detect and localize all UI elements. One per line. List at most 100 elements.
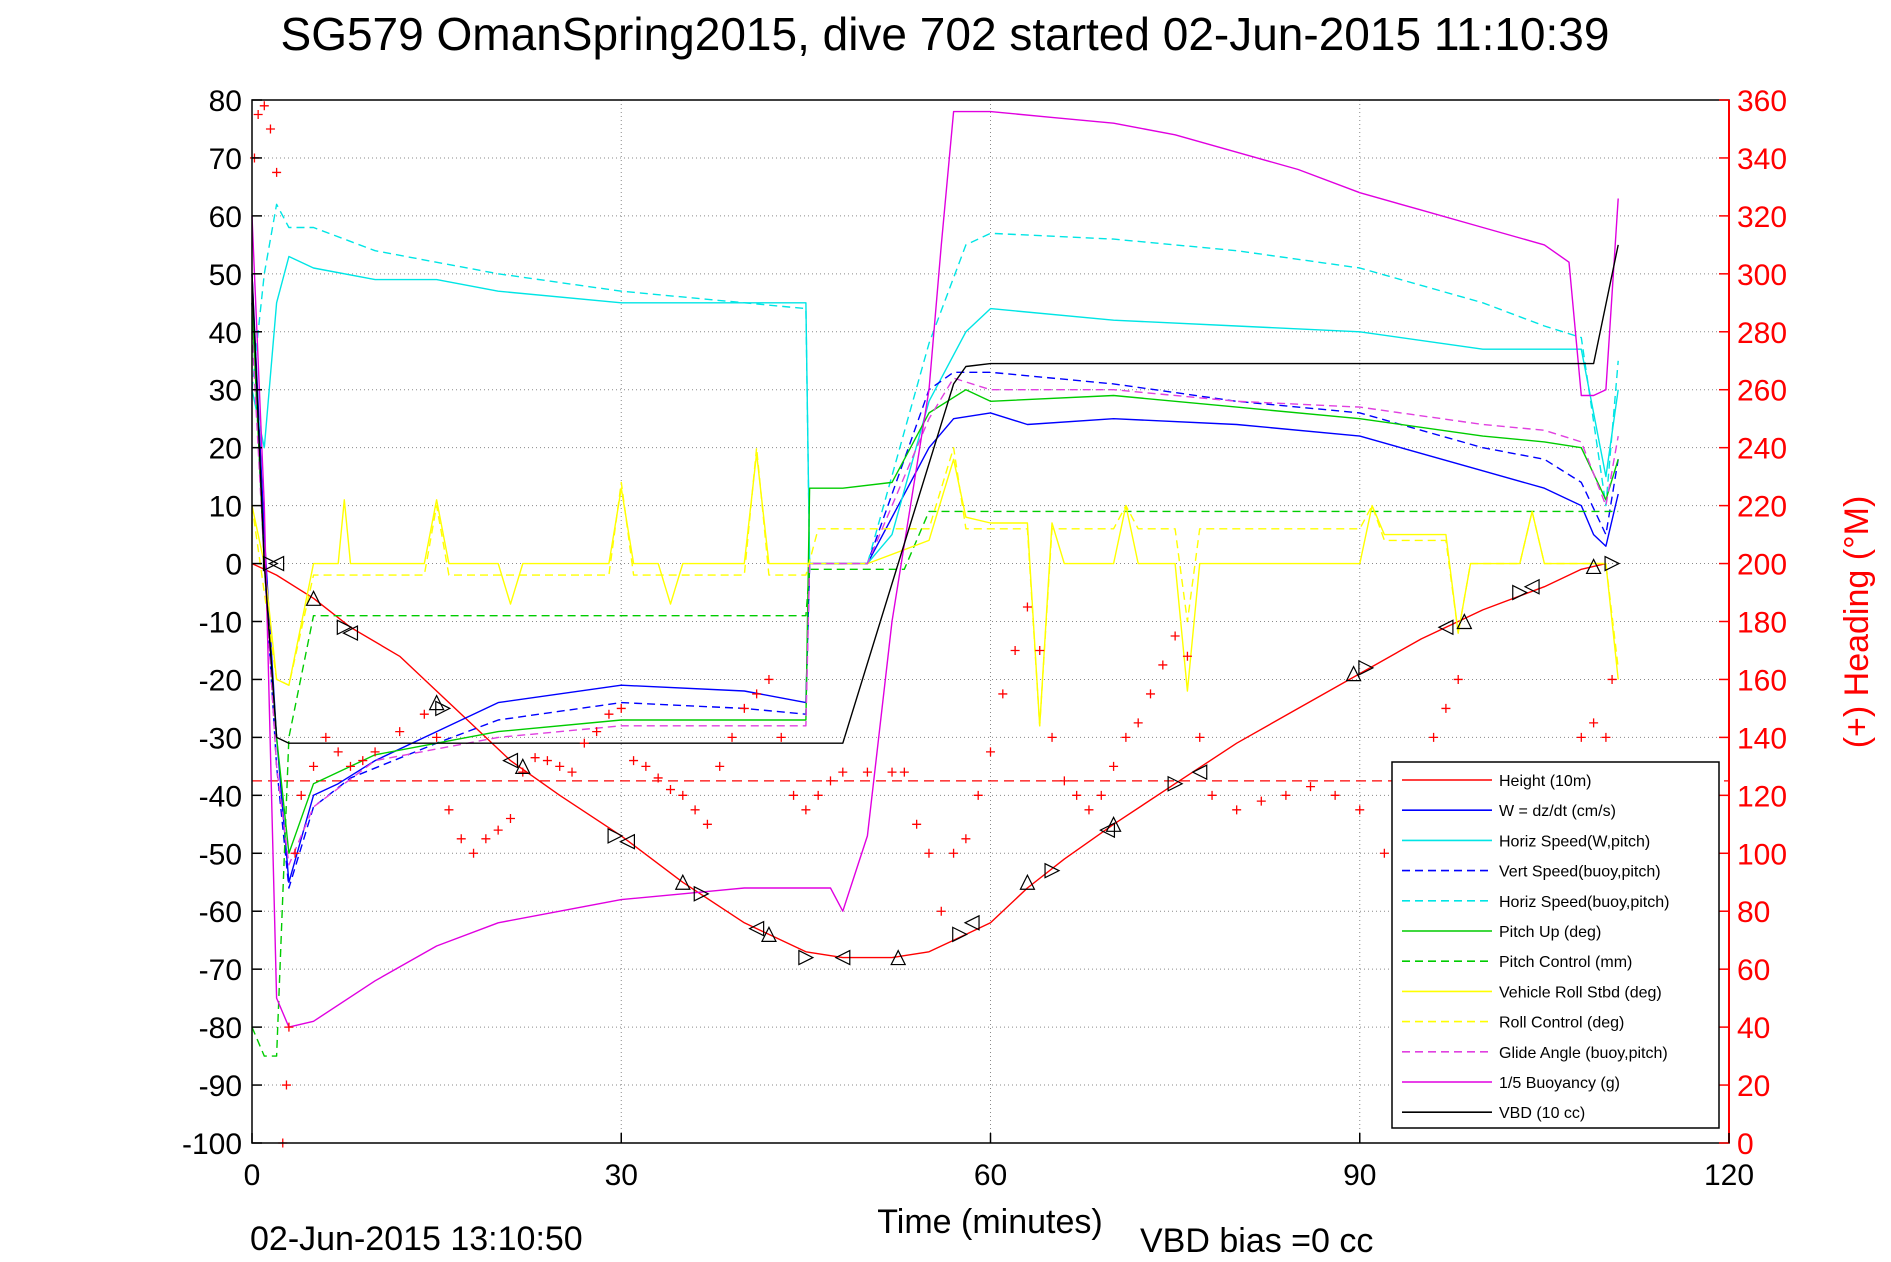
heading-point [1121,732,1131,742]
height-marker [1437,619,1454,636]
y-right-tick-label: 80 [1737,896,1770,929]
height-marker [342,625,359,642]
heading-point [1232,805,1242,815]
heading-point [444,805,454,815]
y-tick-label: -60 [199,896,242,929]
heading-point [265,124,275,134]
y-right-tick-label: 100 [1737,838,1787,871]
heading-point [862,767,872,777]
y-right-tick-label: 320 [1737,201,1787,234]
y-tick-label: 20 [209,433,242,466]
height-marker [674,873,691,890]
legend-label: Vert Speed(buoy,pitch) [1499,864,1661,881]
heading-point [579,738,589,748]
heading-point [469,848,479,858]
heading-point [678,790,688,800]
footer-timestamp: 02-Jun-2015 13:10:50 [250,1220,583,1258]
series-line-5 [251,302,1619,854]
heading-point [961,834,971,844]
heading-point [281,1080,291,1090]
heading-point [887,767,897,777]
height-marker [693,885,710,902]
height-marker [336,619,353,636]
height-marker [1512,584,1529,601]
y-right-tick-label: 140 [1737,722,1787,755]
height-marker [1585,558,1602,575]
heading-point [776,732,786,742]
height-marker [834,949,851,966]
y-right-tick-label: 280 [1737,317,1787,350]
heading-point [1182,651,1192,661]
heading-point [395,727,405,737]
height-marker [963,914,980,931]
heading-point [1207,790,1217,800]
series-line-9 [251,331,1619,866]
y-tick-label: -20 [199,664,242,697]
heading-point [924,848,934,858]
heading-point [456,834,466,844]
heading-point [1084,805,1094,815]
y-tick-label: -70 [199,954,242,987]
heading-point [1601,732,1611,742]
height-marker [952,926,969,943]
y-tick-label: -80 [199,1012,242,1045]
y-right-tick-label: 160 [1737,664,1787,697]
heading-point [653,773,663,783]
heading-point [1195,732,1205,742]
heading-point [1589,718,1599,728]
height-marker [760,926,777,942]
heading-point [813,790,823,800]
y-right-tick-label: 180 [1737,607,1787,640]
series-line-6 [251,510,1619,1057]
height-marker [1523,578,1540,595]
y-right-tick-label: 60 [1737,954,1770,987]
heading-point [1059,776,1069,786]
heading-point [1355,805,1365,815]
height-marker [268,555,285,572]
heading-point [825,776,835,786]
y-right-tick-label: 300 [1737,259,1787,292]
heading-point [1576,732,1586,742]
y-tick-label: 60 [209,201,242,234]
heading-point [899,767,909,777]
heading-point [358,756,368,766]
y-tick-label: -90 [199,1070,242,1103]
heading-point [321,732,331,742]
heading-point [1306,782,1316,792]
heading-point [665,785,675,795]
y-tick-label: 30 [209,375,242,408]
heading-point [1441,703,1451,713]
heading-point [1379,848,1389,858]
heading-point [272,167,282,177]
y-right-tick-label: 220 [1737,491,1787,524]
heading-point [481,834,491,844]
heading-point [1170,631,1180,641]
height-marker [428,694,445,711]
heading-point [1010,645,1020,655]
heading-point [973,790,983,800]
heading-point [739,703,749,713]
height-marker [1456,613,1473,630]
height-marker [1345,665,1362,682]
legend-label: Pitch Control (mm) [1499,954,1632,971]
heading-point [345,761,355,771]
height-marker [890,949,907,966]
height-marker [262,555,279,572]
series-line-11 [251,244,1619,744]
y-right-tick-label: 340 [1737,143,1787,176]
heading-point [1047,732,1057,742]
y-axis-right-label: (+) Heading (°M) [1838,496,1876,749]
heading-points [249,101,1617,1148]
heading-point [333,747,343,757]
heading-point [641,761,651,771]
heading-point [752,689,762,699]
heading-point [1096,790,1106,800]
legend-box [1391,761,1720,1129]
heading-point [1607,674,1617,684]
heading-point [253,109,263,119]
heading-point [1429,732,1439,742]
y-right-tick-label: 40 [1737,1012,1770,1045]
height-marker [798,949,815,966]
legend-label: Vehicle Roll Stbd (deg) [1499,984,1662,1001]
